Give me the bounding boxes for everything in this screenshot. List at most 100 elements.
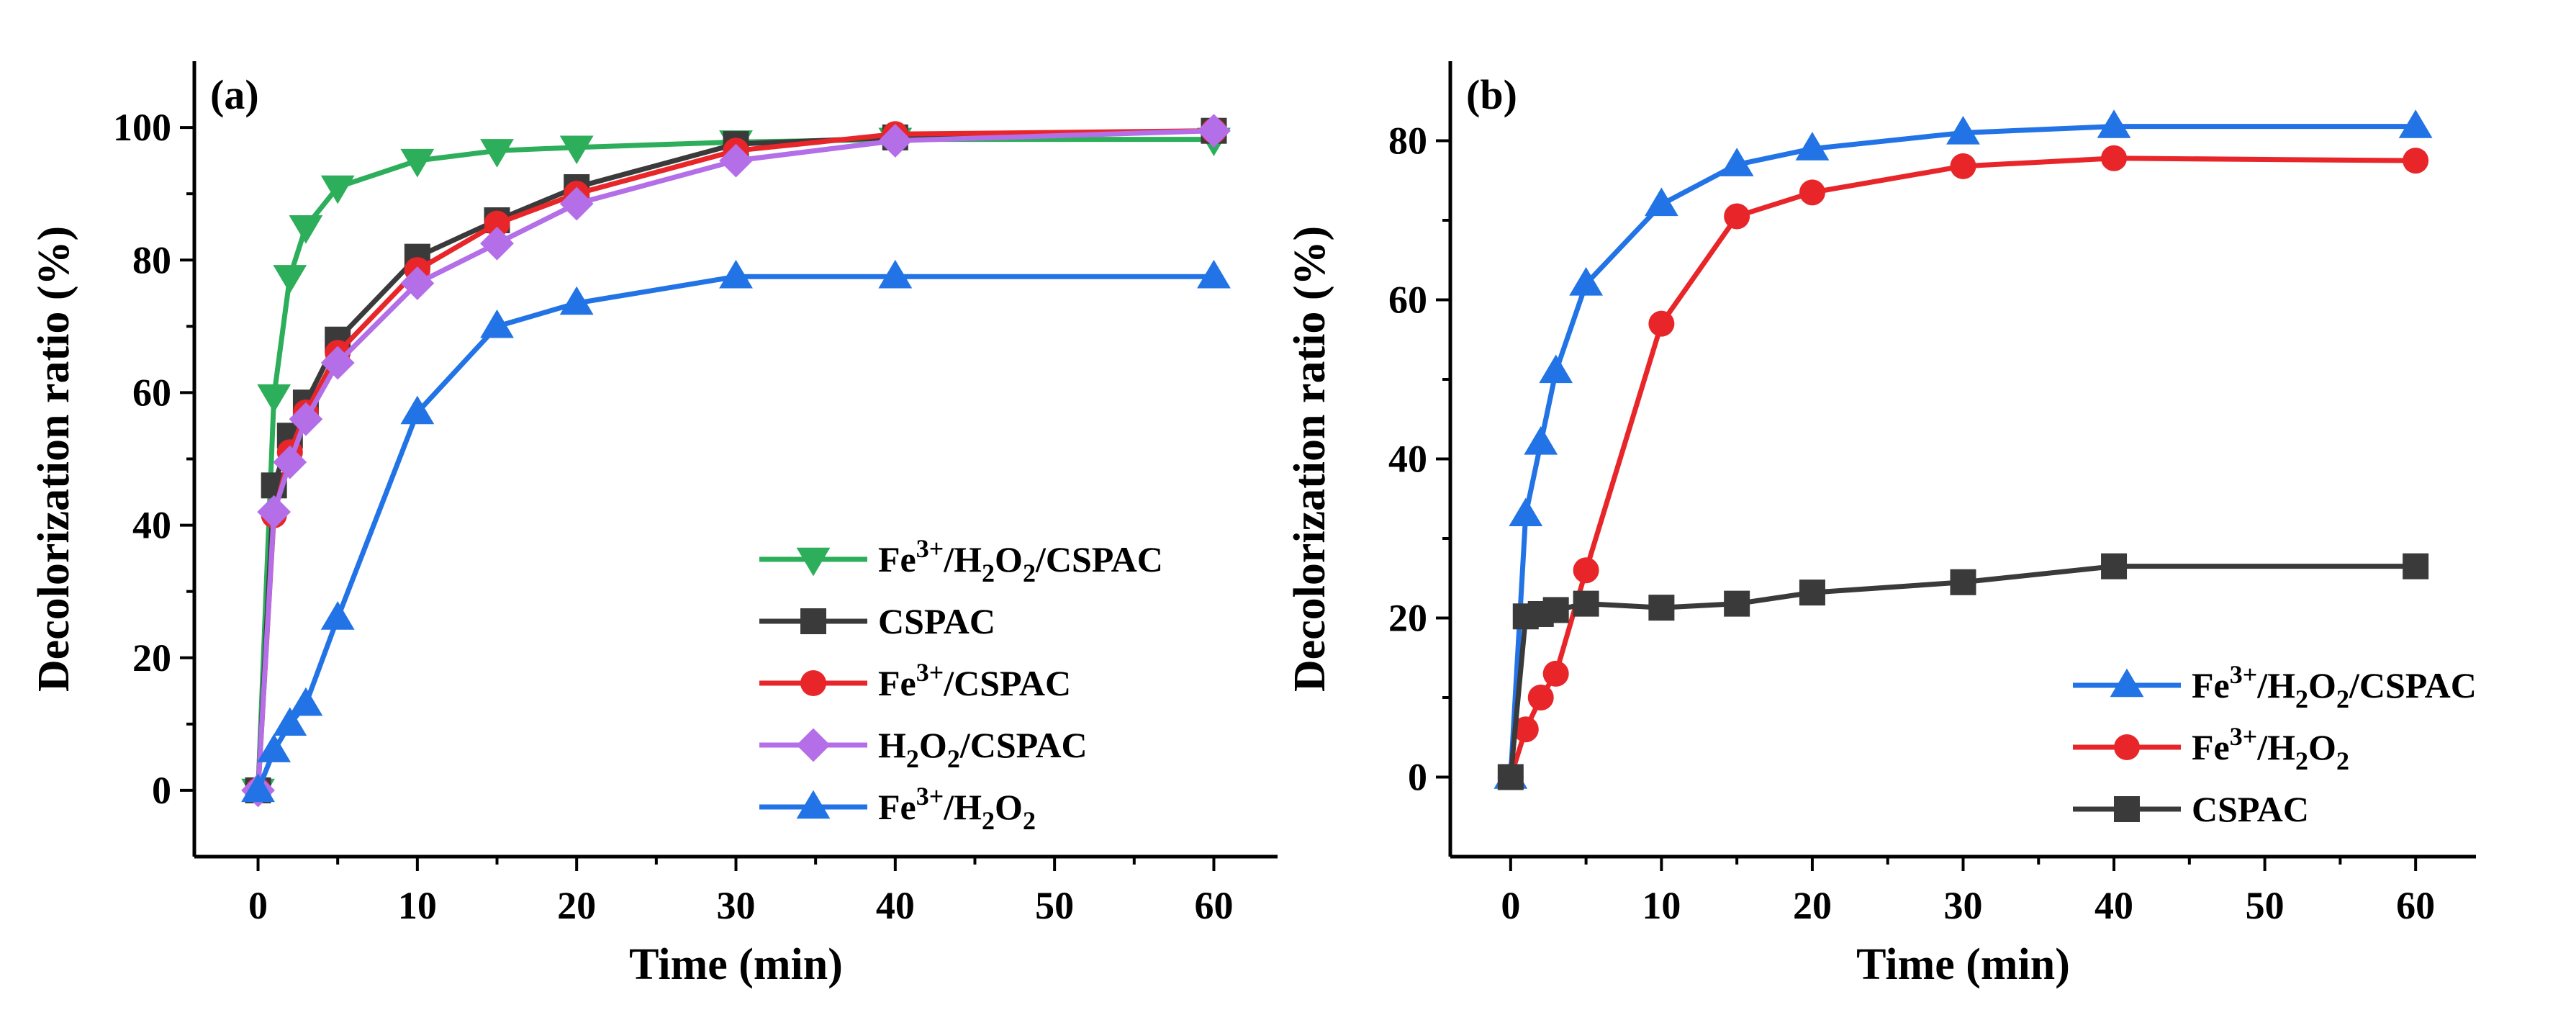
panel-a-point-h2o2-cspac [289,402,323,436]
panel-a-point-fe3-h2o2 [241,773,275,803]
panel-b-legend-item-fe3-h2o2: Fe3+/H2O2 [2073,722,2349,775]
panel-a-point-fe3-h2o2 [1197,259,1231,289]
panel-b-x-tick-label: 30 [1944,884,1983,927]
panel-a-point-fe3-h2o2 [878,259,913,289]
panel-b-point-fe3-h2o2 [1648,310,1675,337]
panel-b-point-fe3-h2o2-cspac [1719,148,1754,176]
panel-a-legend-marker [796,790,831,819]
panel-a-point-fe3-h2o2-cspac [559,135,594,165]
panel-a-legend-label: Fe3+/H2O2 [878,782,1036,835]
panel-a-point-h2o2-cspac [719,143,753,178]
panel-a-y-tick-label: 60 [132,371,171,414]
panel-b-point-cspac [1542,597,1569,623]
panel-a-y-tick-label: 40 [132,504,171,547]
panel-b-legend-label: Fe3+/H2O2 [2192,722,2349,775]
panel-b-point-cspac [1724,590,1750,617]
panel-a-legend-item-fe3-h2o2: Fe3+/H2O2 [759,782,1036,835]
panel-a-legend-marker [796,547,831,577]
panel-b-point-fe3-h2o2 [1799,179,1825,206]
panel-b-y-tick-label: 80 [1388,119,1427,163]
panel-a-point-h2o2-cspac [1197,114,1231,148]
panel-b-legend-label: Fe3+/H2O2/CSPAC [2192,660,2477,713]
panel-b-y-tick-label: 20 [1388,597,1427,640]
panel-a-legend-item-cspac: CSPAC [759,601,995,641]
panel-b-x-tick-label: 60 [2396,884,2435,927]
panel-b-point-cspac [1799,579,1825,606]
panel-a-legend-item-h2o2-cspac: H2O2/CSPAC [759,725,1088,773]
panel-b-point-fe3-h2o2 [1512,716,1539,743]
panel-b-point-fe3-h2o2-cspac [1644,187,1678,217]
panel-b-label: (b) [1466,71,1517,118]
panel-b-point-fe3-h2o2-cspac [2097,109,2131,138]
panel-b-point-fe3-h2o2-cspac [1524,426,1558,455]
panel-a-x-tick-label: 30 [717,884,756,927]
panel-a-legend-label: Fe3+/H2O2/CSPAC [878,534,1163,587]
panel-b-point-fe3-h2o2 [1573,557,1599,584]
panel-a-point-h2o2-cspac [480,226,514,261]
panel-a-point-h2o2-cspac [320,346,355,380]
panel-b-point-fe3-h2o2-cspac [1509,497,1543,527]
panel-b-point-fe3-h2o2 [1950,153,1976,179]
panel-b-point-fe3-h2o2-cspac [1795,132,1830,161]
panel-b-y-tick-label: 40 [1388,438,1427,481]
panel-a-x-tick-label: 0 [248,884,268,927]
panel-a-legend-label: Fe3+/CSPAC [878,658,1071,703]
panel-b-point-fe3-h2o2-cspac [2398,109,2433,138]
panel-b-point-fe3-h2o2 [2101,145,2128,171]
panel-a-point-fe3-h2o2 [719,259,753,289]
panel-a-legend-item-fe3-h2o2-cspac: Fe3+/H2O2/CSPAC [759,534,1163,587]
panel-a-y-tick-label: 80 [132,238,171,281]
panel-b-legend-marker [2110,668,2144,698]
panel-a-legend-item-fe3-cspac: Fe3+/CSPAC [759,658,1071,703]
panel-a-y-tick-label: 0 [152,769,171,812]
panel-b-point-fe3-h2o2 [1724,203,1750,230]
panel-b-chart: 0 10 20 30 40 50 60 0 20 40 60 80 Time (min) Decolori… [1285,61,2477,989]
panel-a-point-fe3-h2o2-cspac [480,139,514,168]
panel-b-point-fe3-h2o2 [1527,685,1554,711]
panel-b-y-tick-label: 60 [1388,279,1427,322]
panel-a-label: (a) [210,71,259,118]
panel-a-x-axis-title: Time (min) [629,940,843,989]
panel-b-point-cspac [2403,553,2429,579]
panel-a-legend-label: CSPAC [878,601,995,641]
panel-b-legend-item-fe3-h2o2-cspac: Fe3+/H2O2/CSPAC [2073,660,2477,713]
panel-a-y-tick-label: 100 [113,106,171,149]
panel-a-legend-marker [800,608,826,634]
panel-b-x-tick-label: 10 [1642,884,1681,927]
panel-a-y-axis-title: Decolorization ratio (%) [30,226,78,692]
panel-a-x-tick-label: 50 [1035,884,1074,927]
panel-a-x-tick-label: 60 [1194,884,1233,927]
panel-a-x-tick-label: 20 [557,884,596,927]
panel-b-x-axis-title: Time (min) [1856,940,2070,989]
panel-a-legend-marker [796,728,831,762]
panel-b-point-fe3-h2o2 [1542,660,1569,687]
panel-a-point-fe3-h2o2 [289,687,323,716]
panel-a-point-fe3-h2o2 [559,286,594,315]
panel-b-point-cspac [1573,590,1599,617]
panel-b-legend-label: CSPAC [2192,789,2309,829]
panel-a-point-fe3-h2o2-cspac [400,148,435,178]
panel-a-legend-marker [800,670,826,696]
panel-a-point-fe3-h2o2-cspac [257,384,292,413]
panel-b-legend-item-cspac: CSPAC [2073,789,2309,829]
panel-a-point-h2o2-cspac [559,186,594,221]
panel-a-point-fe3-h2o2 [273,707,307,736]
panel-a-point-fe3-h2o2-cspac [289,215,323,244]
panel-a-point-h2o2-cspac [273,445,307,479]
panel-a-point-fe3-h2o2-cspac [273,265,307,294]
panel-b-x-tick-label: 50 [2246,884,2284,927]
panel-a-x-tick-label: 40 [876,884,915,927]
panel-a-point-fe3-h2o2 [320,601,355,630]
panel-a-point-h2o2-cspac [257,495,292,529]
panel-b-y-tick-label: 0 [1408,756,1427,799]
panel-b-series-cspac [1497,553,2429,790]
panel-a-point-h2o2-cspac [878,124,913,158]
panel-b-point-fe3-h2o2-cspac [1539,354,1573,384]
panel-b-point-fe3-h2o2 [2403,148,2429,174]
panel-b-point-fe3-h2o2-cspac [1946,116,1980,145]
panel-a-chart: 0 10 20 30 40 50 60 0 20 40 60 80 100 Time (min) Decol… [30,61,1278,989]
panel-a-point-fe3-h2o2-cspac [320,175,355,204]
panel-a-x-tick-label: 10 [398,884,437,927]
